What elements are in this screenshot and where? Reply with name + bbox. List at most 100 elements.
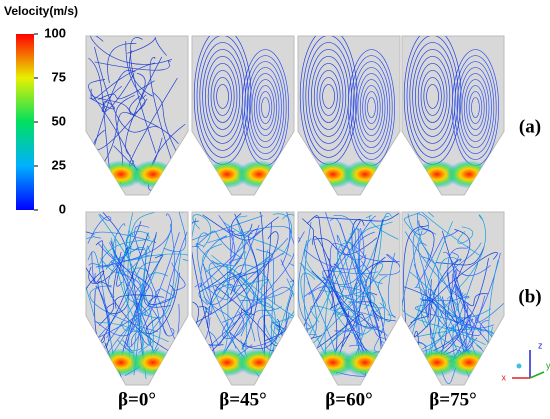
streamline	[88, 238, 117, 268]
streamline	[235, 215, 248, 353]
streamline	[203, 251, 247, 314]
streamline	[192, 317, 211, 348]
streamline	[435, 246, 485, 266]
streamline	[207, 272, 243, 328]
streamline	[101, 73, 135, 112]
streamline	[91, 69, 136, 155]
streamline	[192, 220, 219, 370]
streamline	[87, 213, 112, 244]
streamline	[256, 85, 275, 130]
streamline	[249, 67, 282, 148]
streamline	[324, 230, 355, 363]
velocity-hotspot	[131, 160, 175, 189]
streamline	[95, 213, 172, 268]
streamline	[352, 228, 370, 297]
streamline	[86, 270, 105, 291]
streamline	[194, 230, 261, 288]
colorbar-tick-label: 100	[44, 25, 66, 40]
streamline	[463, 79, 487, 136]
streamline	[451, 252, 504, 349]
silo	[297, 35, 401, 196]
streamline	[226, 271, 252, 316]
streamline	[416, 212, 429, 268]
streamline	[315, 243, 351, 303]
streamline	[468, 91, 483, 124]
streamline	[416, 326, 496, 338]
streamline	[466, 85, 485, 130]
streamline	[407, 213, 429, 236]
streamline	[439, 257, 458, 271]
z-label: z	[538, 340, 543, 350]
streamline	[152, 91, 177, 151]
streamline	[311, 56, 347, 137]
streamline	[116, 247, 129, 287]
streamline	[222, 286, 293, 323]
streamline	[414, 304, 495, 335]
streamline	[205, 56, 241, 137]
streamline	[365, 214, 399, 240]
streamline	[387, 252, 396, 318]
streamline	[427, 288, 494, 329]
streamline	[316, 70, 341, 123]
y-axis	[529, 371, 545, 379]
streamline	[88, 220, 142, 284]
streamline	[352, 61, 391, 154]
streamline	[207, 63, 238, 130]
streamline	[301, 215, 356, 378]
streamline	[353, 260, 395, 293]
streamline	[336, 235, 360, 363]
streamline	[355, 67, 388, 148]
streamline	[147, 223, 175, 349]
streamline	[162, 231, 188, 337]
streamline	[94, 310, 137, 337]
velocity-hotspot	[343, 160, 387, 189]
streamline	[258, 91, 273, 124]
streamline	[95, 276, 153, 339]
streamline	[310, 305, 361, 323]
streamline	[136, 73, 147, 100]
streamline	[97, 281, 112, 349]
streamline	[129, 50, 153, 97]
streamline	[88, 57, 110, 169]
angle-label: β=45°	[219, 389, 266, 410]
streamline	[369, 219, 396, 322]
streamline	[107, 256, 125, 298]
streamline	[125, 231, 150, 258]
streamline	[322, 84, 335, 109]
silo	[191, 35, 295, 196]
streamline	[207, 225, 292, 244]
streamline	[145, 272, 180, 335]
streamline	[270, 278, 294, 338]
velocity-hotspot	[237, 348, 281, 377]
streamline	[223, 222, 292, 257]
streamline	[253, 79, 277, 136]
streamline	[302, 36, 355, 158]
streamline	[230, 270, 258, 295]
streamline	[96, 288, 175, 372]
streamline	[304, 238, 330, 292]
streamline	[198, 237, 289, 306]
colorbar-tick-label: 75	[52, 69, 66, 84]
streamline	[86, 236, 95, 317]
streamline	[205, 265, 288, 345]
streamline	[355, 292, 375, 356]
streamline	[101, 158, 104, 178]
streamline	[89, 285, 159, 333]
streamline	[195, 243, 256, 342]
streamline	[315, 213, 399, 222]
axes-triad: z y x	[502, 340, 550, 382]
streamline	[272, 213, 292, 256]
streamline	[423, 77, 442, 116]
streamline	[335, 308, 383, 320]
streamline	[418, 220, 435, 262]
colorbar-tick-label: 25	[52, 157, 66, 172]
panel-label: (b)	[518, 286, 541, 307]
streamline	[163, 212, 187, 252]
streamline	[316, 313, 372, 349]
silo	[401, 35, 505, 196]
streamline	[202, 214, 279, 241]
streamline	[229, 318, 281, 349]
streamline	[339, 228, 365, 261]
colorbar	[16, 34, 34, 210]
streamline	[86, 230, 97, 284]
